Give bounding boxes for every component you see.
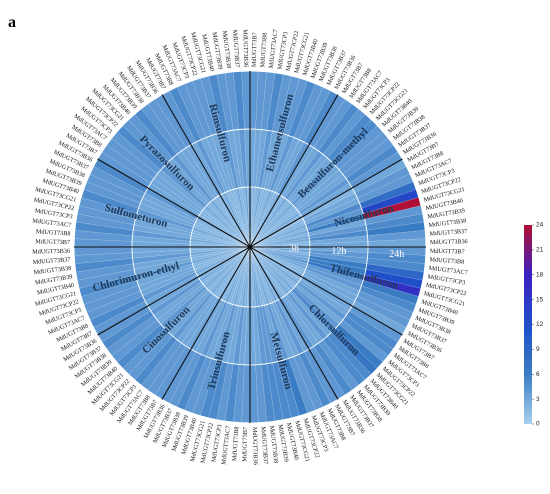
sector-divider <box>97 246 251 336</box>
heatmap-cells <box>73 70 427 424</box>
sector-divider <box>249 158 403 248</box>
gene-label: MdUGT73B7 <box>241 427 249 462</box>
gene-label: MdUGT73AC7 <box>268 29 280 69</box>
time-labels: 3h 12h 24h <box>289 244 404 260</box>
sector-divider <box>161 246 251 400</box>
gene-label: MdUGT73B7 <box>35 238 70 246</box>
colorbar: 0 3 6 9 12 15 18 21 24 <box>524 222 544 428</box>
gene-label: MdUGT73B38 <box>428 218 466 229</box>
gene-label: MdUGT73B37 <box>231 29 241 67</box>
gene-label: MdUGT73B8 <box>36 228 71 237</box>
gene-label: MdUGT73B38 <box>33 265 71 276</box>
gene-label: MdUGT73B36 <box>32 248 70 256</box>
colorbar-tick-label: 15 <box>536 296 544 303</box>
gene-label: MdUGT73B7 <box>430 248 465 256</box>
gene-label: MdUGT73AC7 <box>32 217 72 229</box>
colorbar-tick-label: 18 <box>536 271 544 278</box>
sector-divider <box>249 94 339 248</box>
colorbar-tick-label: 9 <box>536 346 540 353</box>
sector-divider <box>97 158 251 248</box>
gene-label: MdUGT73B36 <box>241 29 249 67</box>
sector-divider <box>161 94 251 248</box>
gene-label: MdUGT73B8 <box>429 256 464 265</box>
gene-label: MdUGT73B7 <box>251 32 259 67</box>
time-label: 3h <box>289 244 299 255</box>
gene-label: MdUGT73B8 <box>259 33 268 68</box>
gene-label: MdUGT73B36 <box>430 238 468 246</box>
panel-label: a <box>8 14 16 31</box>
colorbar-tick-label: 21 <box>536 247 544 254</box>
colorbar-bar <box>524 225 532 424</box>
colorbar-tick-label: 24 <box>536 222 544 229</box>
time-label: 12h <box>331 246 346 257</box>
gene-labels: MdUGT73B7MdUGT73B8MdUGT73AC7MdUGT73CP3Md… <box>32 29 468 465</box>
gene-label: MdUGT73B37 <box>32 256 70 266</box>
sector-dividers <box>74 71 426 423</box>
colorbar-tick-label: 12 <box>536 321 544 328</box>
colorbar-tick-label: 0 <box>536 421 540 428</box>
gene-label: MdUGT73B36 <box>251 427 259 465</box>
colorbar-tick-label: 3 <box>536 396 540 403</box>
sector-divider <box>249 246 339 400</box>
gene-label: MdUGT73B37 <box>429 228 467 238</box>
gene-label: MdUGT73B38 <box>268 425 279 463</box>
colorbar-tick-label: 6 <box>536 371 540 378</box>
gene-label: MdUGT73B37 <box>259 426 269 464</box>
gene-label: MdUGT73AC7 <box>220 425 232 465</box>
gene-label: MdUGT73AC7 <box>428 265 468 277</box>
gene-label: MdUGT73B38 <box>221 30 232 68</box>
sector-divider <box>249 246 403 336</box>
gene-label: MdUGT73B8 <box>231 426 240 461</box>
time-label: 24h <box>389 249 404 260</box>
